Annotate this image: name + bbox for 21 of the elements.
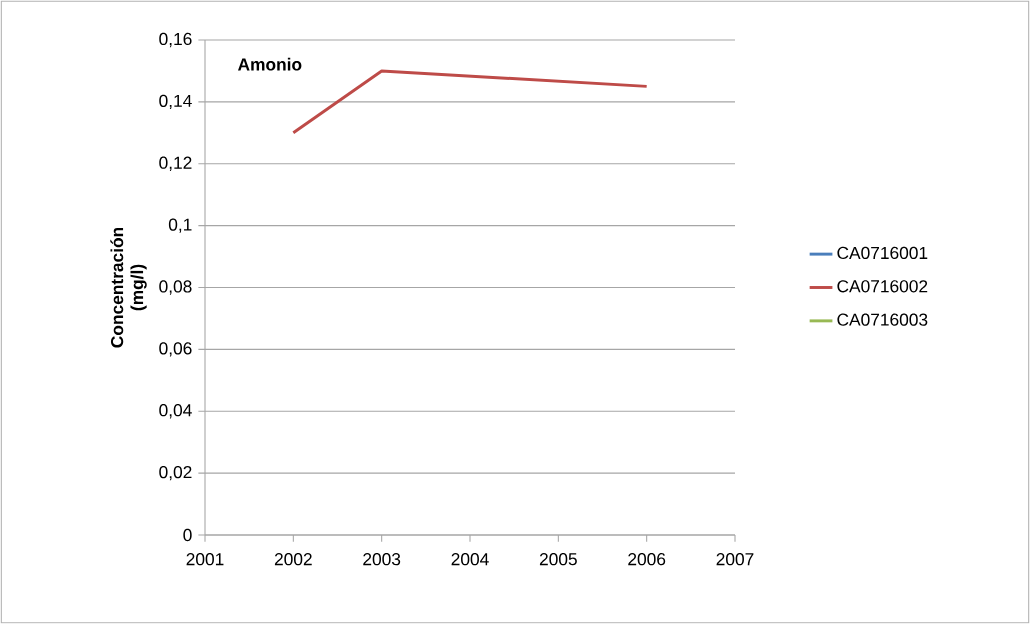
y-tick-label: 0 — [183, 528, 192, 542]
legend-label: CA0716001 — [837, 246, 928, 260]
y-tick-label: 0,06 — [159, 342, 192, 357]
y-tick-label: 0,16 — [159, 32, 192, 48]
x-tick-label: 2003 — [363, 553, 401, 566]
x-tick-label: 2002 — [274, 553, 312, 566]
y-tick-label: 0,14 — [159, 94, 192, 110]
x-tick-label: 2007 — [716, 553, 754, 566]
legend-label: CA0716002 — [837, 280, 928, 293]
x-tick-label: 2004 — [451, 553, 489, 566]
y-tick-label: 0,04 — [159, 404, 192, 419]
legend-label: CA0716003 — [837, 313, 928, 326]
text: Amonio — [237, 57, 302, 71]
x-tick-label: 2006 — [628, 553, 666, 566]
x-tick-label: 2005 — [539, 553, 577, 566]
y-tick-label: 0,12 — [159, 156, 192, 171]
x-tick-label: 2001 — [186, 553, 224, 566]
y-tick-label: 0,08 — [159, 280, 192, 295]
y-tick-label: 0,02 — [159, 465, 192, 481]
y-axis-title: Concentración (mg/l) — [110, 227, 147, 348]
y-tick-label: 0,1 — [168, 218, 192, 233]
